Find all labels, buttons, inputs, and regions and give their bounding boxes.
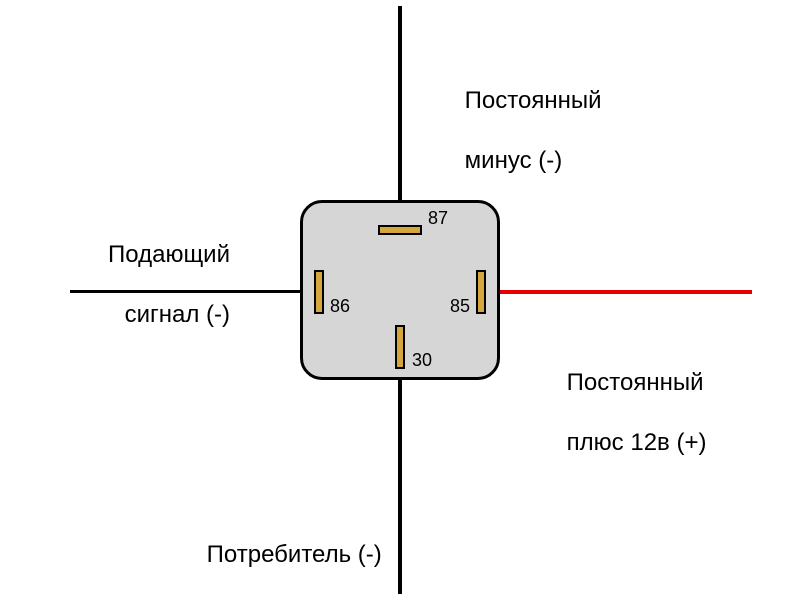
pin-30-label: 30 [412,350,432,371]
pin-85-label: 85 [450,296,470,317]
label-top-line2: минус (-) [465,147,563,174]
wire-top [398,6,402,200]
pin-87-label: 87 [428,208,448,229]
pin-87 [378,225,422,235]
pin-86 [314,270,324,314]
label-left: Подающий сигнал (-) [81,210,230,360]
label-right: Постоянный плюс 12в (+) [540,338,706,488]
label-top-line1: Постоянный [465,87,602,114]
label-right-line2: плюс 12в (+) [567,429,707,456]
label-bottom: Потребитель (-) [180,510,382,600]
wire-right [500,290,752,294]
label-left-line1: Подающий [108,241,230,268]
pin-85 [476,270,486,314]
label-bottom-line1: Потребитель (-) [207,541,382,568]
diagram-canvas: 87 86 85 30 Постоянный минус (-) Подающи… [0,0,800,600]
label-right-line1: Постоянный [567,369,704,396]
pin-30 [395,325,405,369]
label-top: Постоянный минус (-) [438,56,602,206]
wire-bottom [398,380,402,594]
pin-86-label: 86 [330,296,350,317]
label-left-line2: сигнал (-) [125,301,230,328]
